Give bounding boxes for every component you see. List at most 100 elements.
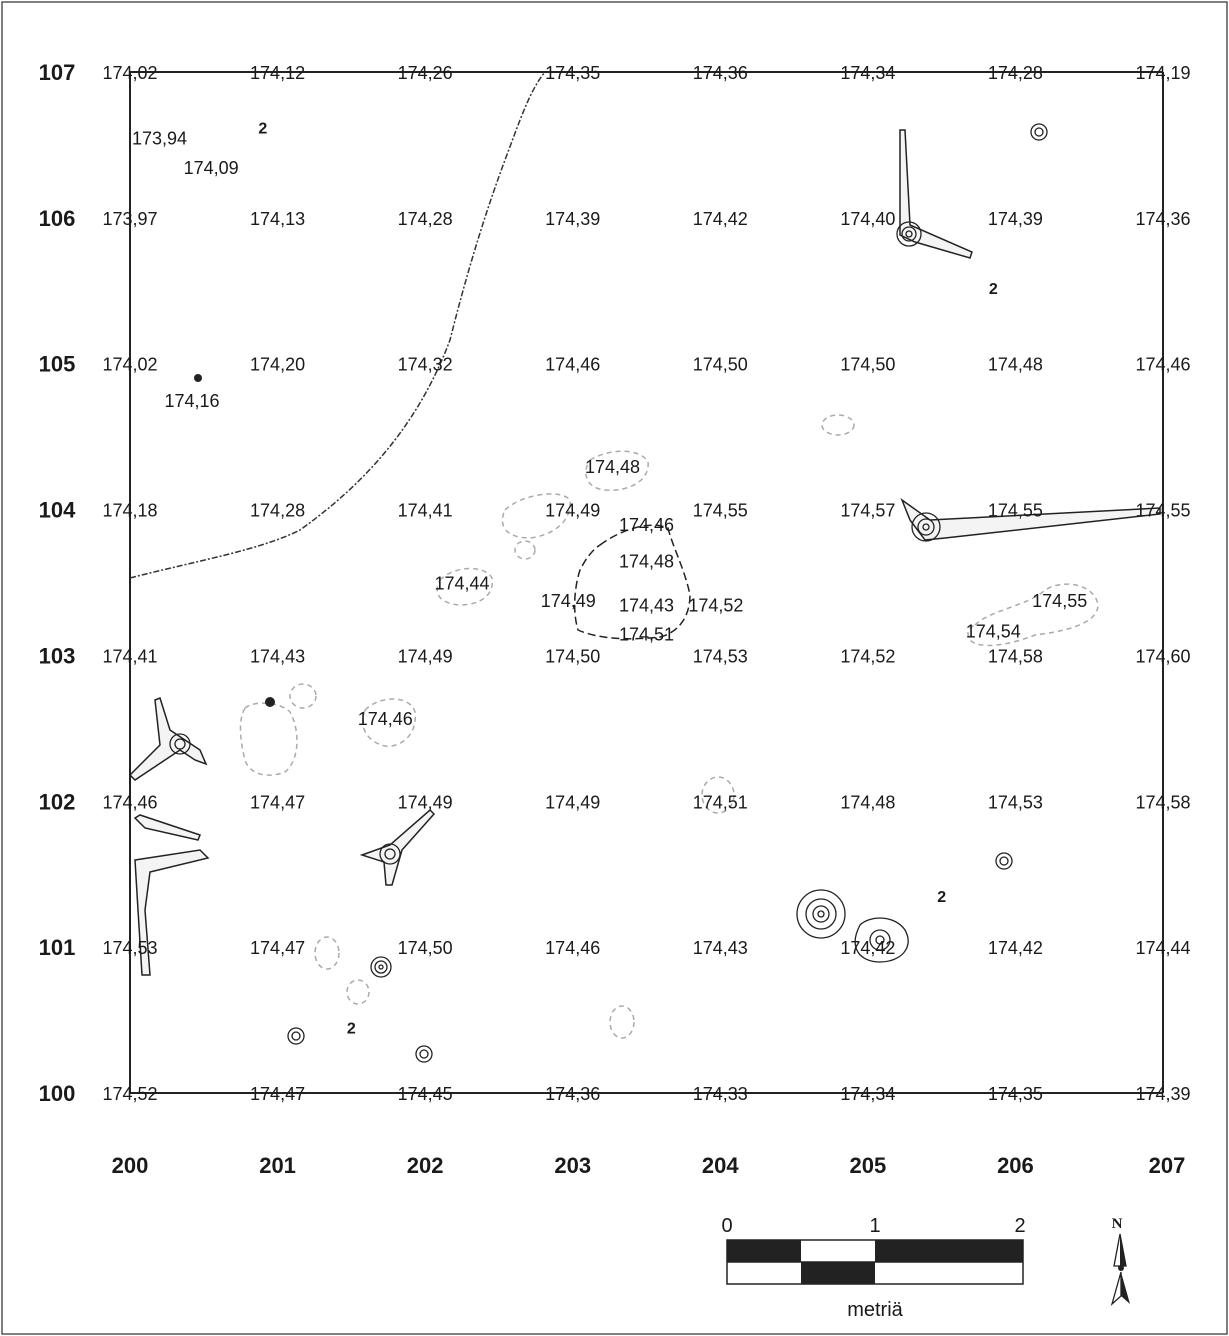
elevation-label: 174,52 <box>102 1084 157 1104</box>
elevation-label: 174,46 <box>102 792 157 812</box>
row-label-100: 100 <box>39 1081 76 1106</box>
elevation-label: 174,53 <box>693 646 748 666</box>
row-label-101: 101 <box>39 935 76 960</box>
elevation-label: 174,39 <box>1135 1084 1190 1104</box>
elevation-labels: 174,02 174,12 174,26 174,35 174,36 174,34 174,… <box>102 63 1190 1104</box>
elevation-label: 174,28 <box>988 63 1043 83</box>
elevation-label: 174,51 <box>693 792 748 812</box>
elevation-label: 174,55 <box>1135 501 1190 521</box>
row-label-103: 103 <box>39 643 76 668</box>
elevation-label: 174,36 <box>1135 209 1190 229</box>
row-label-104: 104 <box>39 498 76 523</box>
feature-number-label: 2 <box>937 889 946 906</box>
find-dot <box>265 697 275 707</box>
elevation-label: 174,32 <box>398 355 453 375</box>
elevation-label: 174,28 <box>250 501 305 521</box>
elevation-label: 174,44 <box>435 574 490 594</box>
elevation-label: 174,34 <box>840 63 895 83</box>
elevation-label: 174,49 <box>545 501 600 521</box>
elevation-label: 174,55 <box>1032 591 1087 611</box>
stone-symbols <box>169 123 1048 1063</box>
stone-symbol-7 <box>796 889 846 939</box>
elevation-label: 174,46 <box>1135 355 1190 375</box>
north-label: N <box>1112 1216 1123 1232</box>
elevation-label: 174,51 <box>619 625 674 645</box>
elevation-label: 174,46 <box>619 515 674 535</box>
elevation-label: 174,46 <box>545 355 600 375</box>
feature-number-label: 2 <box>989 281 998 298</box>
elevation-label: 174,16 <box>164 391 219 411</box>
stone-symbol-10 <box>287 1027 305 1045</box>
stone-symbol-1 <box>1030 123 1048 141</box>
elevation-label: 174,50 <box>398 938 453 958</box>
north-arrow-icon: N <box>1110 1216 1130 1306</box>
elevation-label: 174,48 <box>585 457 640 477</box>
col-axis-labels: 200 201 202 203 204 205 206 207 <box>112 1153 1186 1178</box>
grid-square <box>129 71 1164 1094</box>
elevation-label: 174,34 <box>840 1084 895 1104</box>
elevation-label: 174,46 <box>358 709 413 729</box>
col-label-206: 206 <box>997 1153 1034 1178</box>
elevation-label: 174,43 <box>619 595 674 615</box>
elevation-label: 174,41 <box>102 646 157 666</box>
elevation-label: 174,36 <box>693 63 748 83</box>
elevation-label: 174,58 <box>1135 792 1190 812</box>
elevation-label: 174,42 <box>840 938 895 958</box>
feature-labels: 2 2 2 2 <box>258 120 997 1037</box>
scale-unit-label: metriä <box>847 1299 903 1321</box>
elevation-label: 174,35 <box>988 1084 1043 1104</box>
stone-symbol-2 <box>896 221 922 247</box>
elevation-label: 174,09 <box>184 158 239 178</box>
col-label-202: 202 <box>407 1153 444 1178</box>
elevation-label: 174,48 <box>840 792 895 812</box>
elevation-label: 173,94 <box>132 129 187 149</box>
stone-symbol-8 <box>854 917 909 963</box>
scale-tick-0: 0 <box>721 1215 732 1237</box>
elevation-label: 174,39 <box>545 209 600 229</box>
stone-symbol-5 <box>379 843 401 865</box>
elevation-label: 174,49 <box>541 591 596 611</box>
elevation-label: 174,12 <box>250 63 305 83</box>
elevation-label: 174,42 <box>988 938 1043 958</box>
elevation-label: 174,26 <box>398 63 453 83</box>
elevation-label: 174,18 <box>102 501 157 521</box>
elevation-label: 174,42 <box>693 209 748 229</box>
elevation-label: 174,20 <box>250 355 305 375</box>
row-label-105: 105 <box>39 352 76 377</box>
col-label-201: 201 <box>259 1153 296 1178</box>
elevation-label: 174,41 <box>398 501 453 521</box>
stone-symbol-9 <box>370 956 392 978</box>
elevation-label: 174,47 <box>250 792 305 812</box>
elevation-label: 174,50 <box>840 355 895 375</box>
elevation-label: 174,40 <box>840 209 895 229</box>
elevation-label: 174,60 <box>1135 646 1190 666</box>
elevation-label: 174,39 <box>988 209 1043 229</box>
find-dot <box>194 374 202 382</box>
elevation-label: 174,13 <box>250 209 305 229</box>
excavation-boundary-line <box>129 71 546 579</box>
scale-tick-2: 2 <box>1014 1215 1025 1237</box>
col-label-205: 205 <box>849 1153 886 1178</box>
stone-symbol-4 <box>169 733 191 755</box>
elevation-label: 174,45 <box>398 1084 453 1104</box>
elevation-label: 174,49 <box>398 646 453 666</box>
elevation-label: 174,54 <box>966 622 1021 642</box>
col-label-207: 207 <box>1149 1153 1186 1178</box>
elevation-label: 174,02 <box>102 355 157 375</box>
elevation-label: 174,02 <box>102 63 157 83</box>
row-axis-labels: 100 101 102 103 104 105 106 107 <box>39 60 76 1106</box>
elevation-label: 174,52 <box>688 595 743 615</box>
elevation-label: 174,58 <box>988 646 1043 666</box>
row-label-107: 107 <box>39 60 76 85</box>
find-dots <box>194 374 275 707</box>
elevation-label: 174,48 <box>988 355 1043 375</box>
elevation-label: 174,44 <box>1135 938 1190 958</box>
scale-tick-1: 1 <box>869 1215 880 1237</box>
elevation-label: 174,53 <box>102 938 157 958</box>
feature-number-label: 2 <box>347 1020 356 1037</box>
elevation-label: 174,52 <box>840 646 895 666</box>
row-label-102: 102 <box>39 789 76 814</box>
row-label-106: 106 <box>39 206 76 231</box>
